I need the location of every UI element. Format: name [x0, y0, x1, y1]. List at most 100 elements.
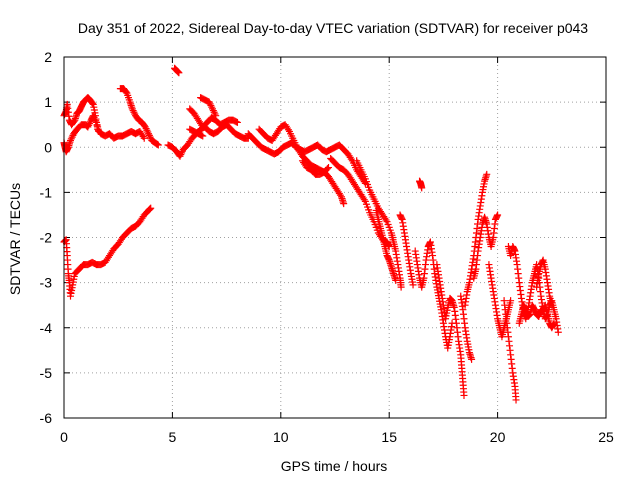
series-track-s	[433, 261, 468, 399]
data-point	[142, 125, 150, 133]
series-track-b	[60, 112, 103, 156]
y-tick-label: -2	[40, 230, 53, 246]
data-point	[550, 319, 558, 327]
data-point	[143, 126, 151, 134]
x-tick-label: 10	[273, 429, 289, 445]
data-point	[176, 152, 184, 160]
data-point	[95, 127, 103, 135]
y-tick-label: -3	[40, 275, 53, 291]
series-track-l	[298, 157, 348, 208]
data-point	[507, 297, 515, 305]
data-point	[336, 191, 344, 199]
data-point	[175, 69, 183, 77]
series-track-q	[416, 177, 426, 192]
data-point	[154, 141, 162, 149]
series-track-k	[255, 121, 332, 176]
data-point	[209, 107, 217, 115]
series-track-n	[353, 157, 405, 291]
data-point	[397, 283, 405, 291]
data-point	[340, 200, 348, 208]
data-point	[88, 99, 96, 107]
y-tick-label: -6	[40, 410, 53, 426]
data-point	[128, 105, 136, 113]
series-track-e	[164, 121, 252, 160]
series-track-f	[171, 64, 183, 77]
data-point	[205, 98, 213, 106]
x-tick-label: 0	[60, 429, 68, 445]
data-point	[67, 136, 75, 144]
chart-title: Day 351 of 2022, Sidereal Day-to-day VTE…	[78, 20, 588, 36]
data-point	[494, 211, 502, 219]
x-tick-label: 5	[169, 429, 177, 445]
data-point	[233, 118, 241, 126]
data-point	[460, 391, 468, 399]
data-point	[324, 164, 332, 172]
data-point	[67, 135, 75, 143]
gridlines	[64, 57, 606, 418]
data-point	[129, 107, 137, 115]
data-point	[210, 108, 218, 116]
data-point	[483, 170, 491, 178]
data-point	[284, 126, 292, 134]
data-point	[382, 216, 390, 224]
x-axis-label: GPS time / hours	[281, 458, 388, 474]
data-point	[323, 165, 331, 173]
y-tick-label: -5	[40, 365, 53, 381]
data-point	[68, 133, 76, 141]
data-point	[145, 130, 153, 138]
data-point	[418, 184, 426, 192]
data-point	[212, 112, 220, 120]
data-point	[91, 115, 99, 123]
data-point	[512, 396, 520, 404]
data-point	[209, 105, 217, 113]
y-tick-label: -1	[40, 184, 53, 200]
data-point	[146, 133, 154, 141]
data-point	[199, 132, 207, 140]
data-point	[360, 196, 368, 204]
data-point	[211, 110, 219, 118]
data-point	[208, 103, 216, 111]
data-point	[207, 102, 215, 110]
data-point	[140, 134, 148, 142]
series-track-i	[197, 94, 220, 120]
y-tick-label: 1	[44, 94, 52, 110]
data-point	[144, 128, 152, 136]
data-point	[206, 100, 214, 108]
data-point	[177, 151, 185, 159]
data-point	[92, 117, 100, 125]
plot-frame	[63, 56, 607, 419]
series-track-v	[470, 211, 502, 282]
series-track-aa	[533, 256, 556, 309]
data-point	[347, 155, 355, 163]
data-point	[139, 133, 147, 141]
data-point	[90, 113, 98, 121]
data-point	[85, 121, 93, 129]
data-point	[85, 120, 93, 128]
data-point	[178, 149, 186, 157]
series-track-g	[186, 105, 241, 131]
series-track-o	[372, 206, 400, 284]
series-track-w	[485, 261, 515, 341]
series-track-u	[461, 170, 491, 309]
data-point	[84, 123, 92, 131]
series-track-h	[186, 125, 207, 140]
y-tick-label: -4	[40, 320, 53, 336]
series-track-d	[60, 204, 155, 300]
x-tick-label: 25	[598, 429, 614, 445]
data-point	[147, 204, 155, 212]
series-track-r	[411, 238, 456, 352]
y-tick-label: 0	[44, 139, 52, 155]
data-point	[409, 281, 417, 289]
data-point	[392, 276, 400, 284]
series-track-x	[500, 297, 520, 404]
data-points	[60, 64, 562, 404]
data-point	[130, 108, 138, 116]
data-point	[145, 131, 153, 139]
y-axis-label: SDTVAR / TECUs	[7, 183, 23, 295]
data-point	[468, 355, 476, 363]
series-track-p	[396, 211, 417, 289]
data-point	[554, 328, 562, 336]
x-tick-label: 15	[381, 429, 397, 445]
